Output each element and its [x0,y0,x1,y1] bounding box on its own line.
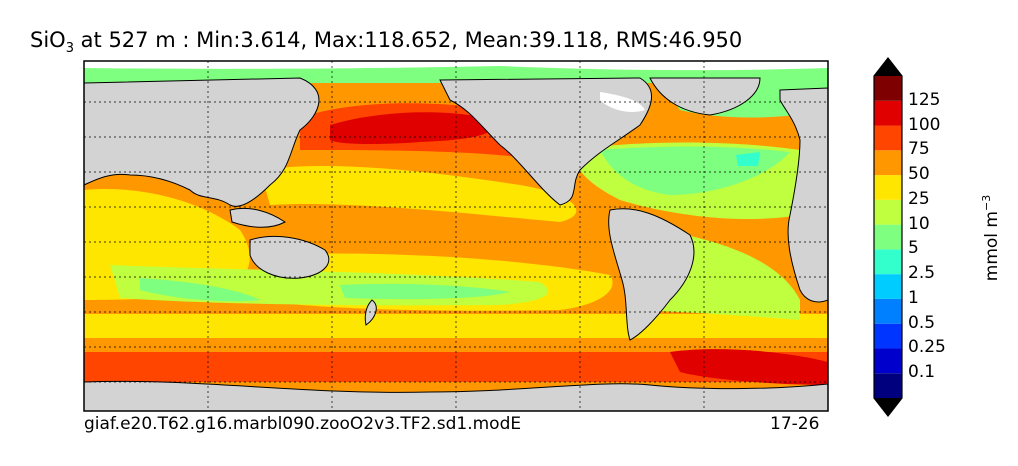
land-asia [84,77,320,207]
title-variable: SiO [30,28,66,52]
colorbar-box [874,274,902,299]
colorbar-outline [873,57,903,417]
land-europe-africa [779,87,828,303]
sea-ice-arctic [84,61,828,71]
land-australia [249,235,330,279]
colorbar-box [874,100,902,126]
colorbar-tick-label: 25 [908,188,930,209]
title-subscript: 3 [65,41,74,57]
year-range: 17-26 [770,414,820,434]
map-frame [83,60,829,412]
colorbar-box [874,224,902,250]
colorbar-box [874,323,902,349]
colorbar-tick-label: 10 [908,213,930,234]
colorbar-tick-label: 5 [908,238,919,259]
colorbar-tick-label: 100 [908,114,941,135]
south-gyre-5 [140,278,260,302]
colorbar-tick-label: 0.1 [908,362,936,383]
colorbar-box [874,199,902,225]
colorbar-box [874,348,902,374]
gulf-stream-2-5 [736,152,760,166]
title-stats: at 527 m : Min:3.614, Max:118.652, Mean:… [73,28,743,52]
colorbar-tick-label: 125 [908,89,941,110]
colorbar-box [874,373,902,398]
units-exponent: −3 [980,194,994,211]
colorbar-box [874,76,902,101]
colorbar-units: mmol m−3 [980,195,1002,281]
graticule [84,61,828,411]
colorbar-tick-label: 75 [908,139,930,160]
case-name: giaf.e20.T62.g16.marbl090.zooO2v3.TF2.sd… [84,414,522,434]
colorbar-box [874,298,902,324]
north-pacific-max [330,112,496,145]
weddell-sea-max [670,349,828,385]
south-gyre-5b [340,283,510,300]
colorbar-tick-label: 0.25 [908,337,946,358]
land-north-america [439,77,652,206]
colorbar-tick-label: 0.5 [908,312,936,333]
colorbar-tick-label: 2.5 [908,263,936,284]
land-greenland [649,77,761,116]
colorbar-box [874,249,902,275]
units-base: mmol m [981,211,1002,282]
land-south-america [608,208,695,341]
sea-ice-hudson [600,92,645,112]
colorbar-box [874,150,902,176]
land-new-zealand [364,299,377,326]
land-indonesia [229,207,286,228]
colorbar-box [874,175,902,200]
north-pacific-gyre-25 [260,165,577,222]
colorbar-extend-min [874,398,902,416]
land [84,77,828,411]
colorbar-boxes [873,57,903,417]
colorbar-box [874,125,902,151]
colorbar-tick-label: 1 [908,287,919,308]
colorbar-extend-max [874,58,902,76]
colorbar-tick-label: 50 [908,164,930,185]
chart-title: SiO3 at 527 m : Min:3.614, Max:118.652, … [30,28,742,56]
